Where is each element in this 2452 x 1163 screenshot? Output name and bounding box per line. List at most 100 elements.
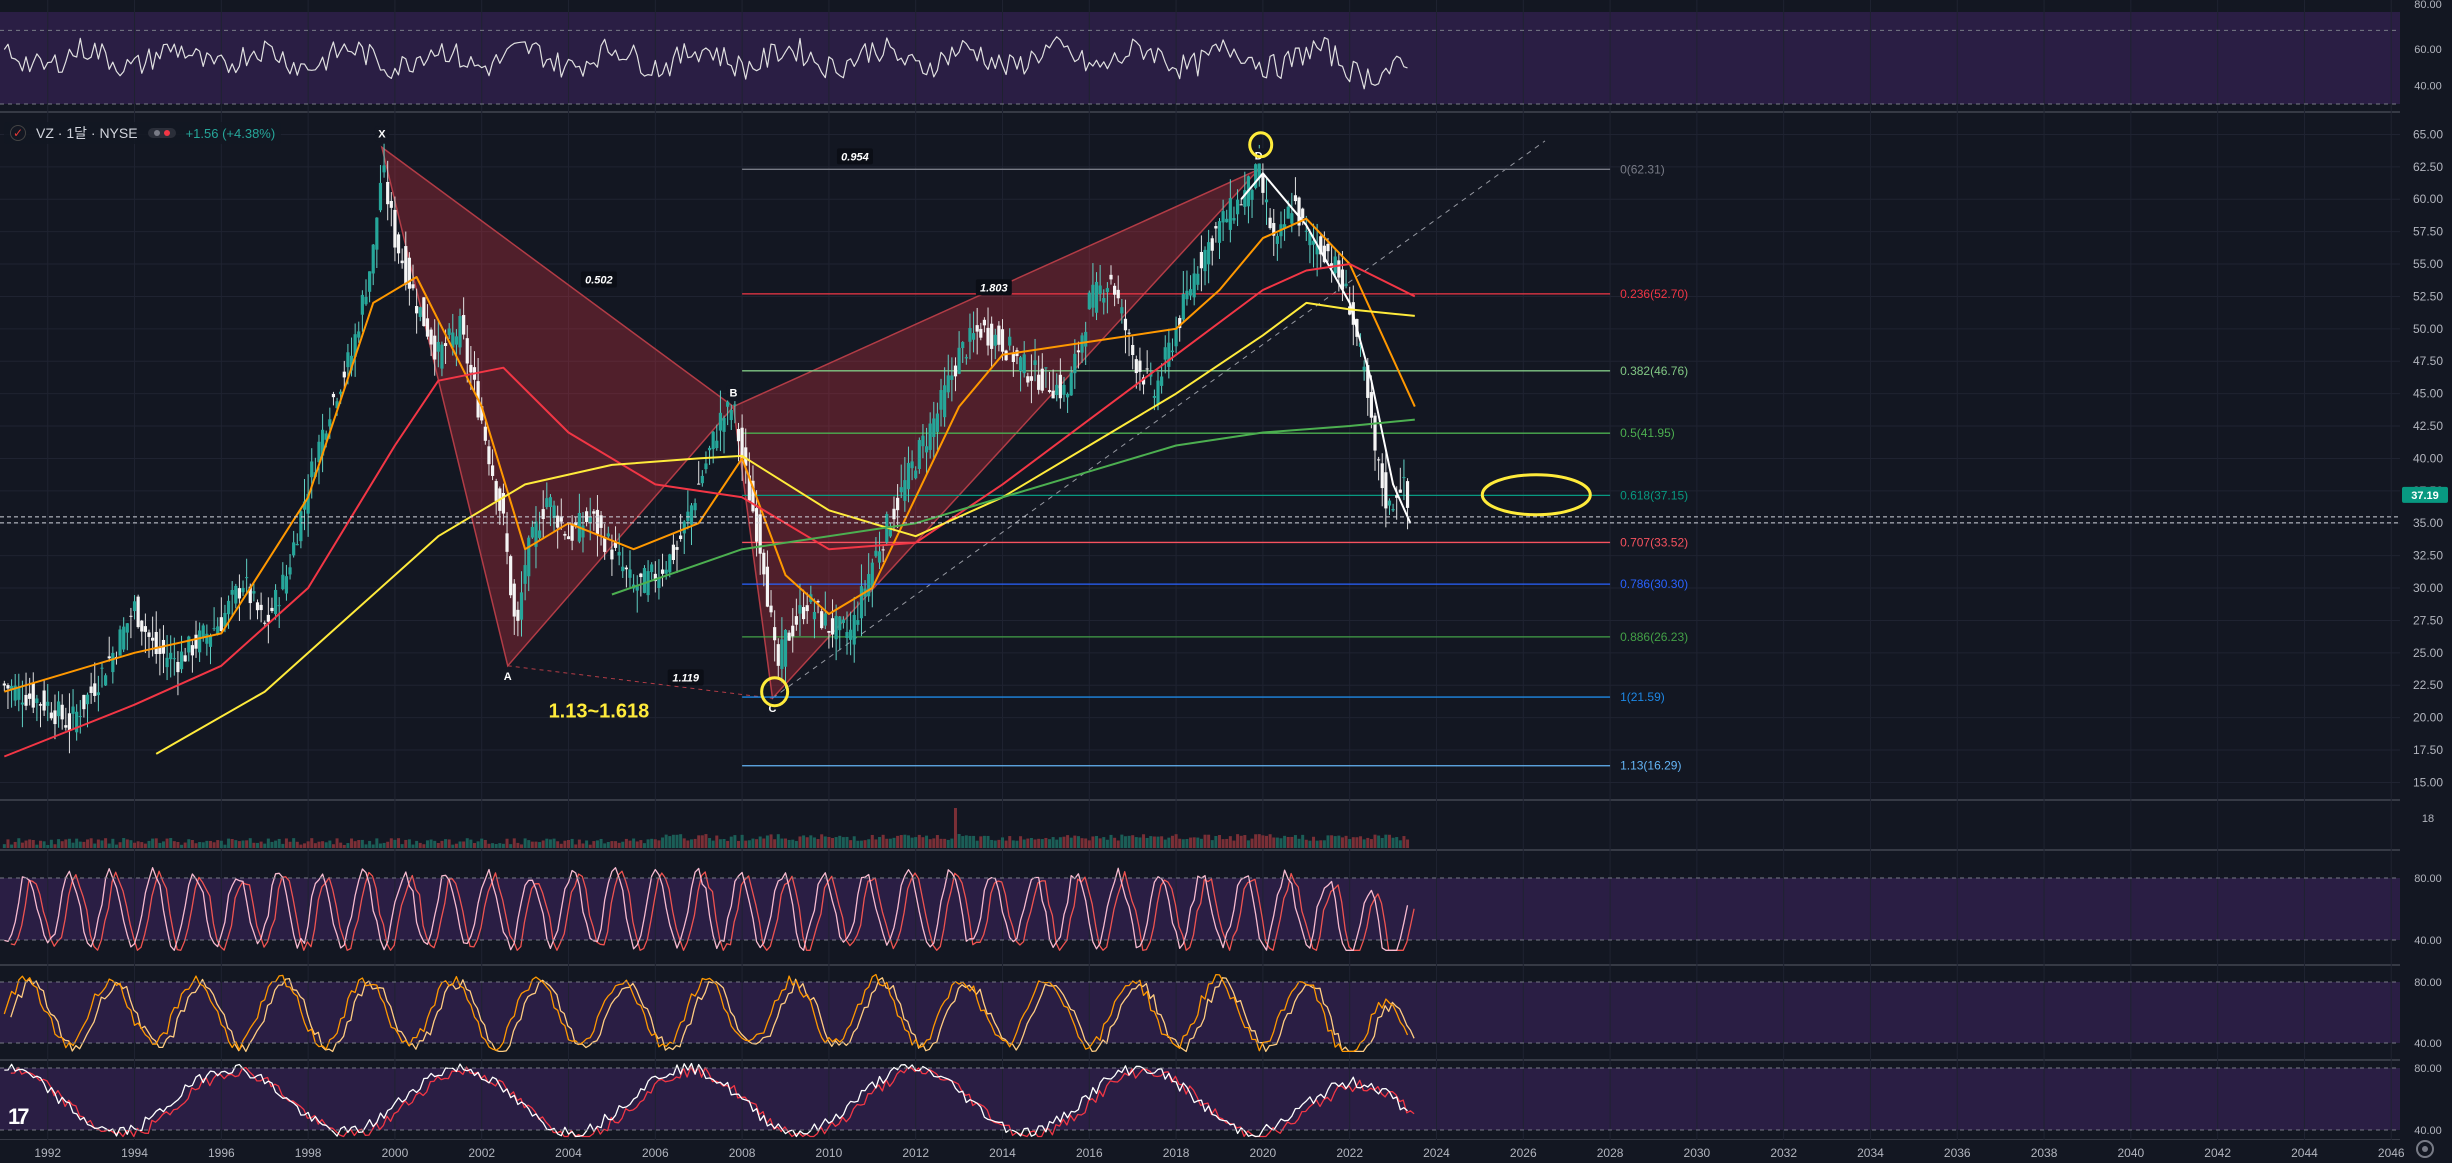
candle-body [953,365,958,377]
candle-body [288,567,292,575]
time-axis-tick: 2022 [1336,1146,1363,1160]
volume-bar [776,834,780,848]
candle-body [1091,284,1095,308]
volume-bar [686,840,690,848]
volume-bar [1290,836,1294,848]
symbol-header[interactable]: ✓ VZ · 1달 · NYSE +1.56 (+4.38%) [4,122,282,144]
candle-body [783,629,788,667]
candle-body [838,616,842,631]
candle-body [722,417,726,432]
candle-body [212,628,216,630]
volume-bar [972,835,976,848]
candle-body [1026,376,1030,383]
volume-bar [1138,837,1142,848]
volume-bar [1095,835,1099,848]
pattern-point-b: B [729,388,737,400]
ratio-label-bg [580,271,617,288]
candle-body [198,630,202,653]
annotation-ratio-text: 1.13~1.618 [549,701,650,723]
volume-bar [357,840,361,848]
candle-body [1286,206,1290,219]
volume-bar [1232,840,1236,848]
volume-bar [1293,835,1297,848]
volume-bar [1301,834,1305,848]
candle-body [870,562,874,588]
volume-bar [1369,839,1373,848]
candle-body [67,713,72,731]
candle-body [1138,360,1142,372]
candle-body [107,656,111,659]
volume-bar [1286,836,1290,848]
time-axis-tick: 2002 [468,1146,495,1160]
candle-body [248,586,252,604]
candle-body [1203,249,1207,272]
menu-icon[interactable] [163,130,170,136]
volume-bar [263,843,267,848]
volume-bar [49,839,53,848]
candle-body [888,529,892,537]
candle-body [125,623,129,633]
candle-body [1293,195,1298,202]
candle-body [1398,489,1402,493]
candle-body [53,710,57,725]
volume-bar [642,843,646,848]
volume-bar [53,844,57,848]
candle-body [997,325,1001,345]
volume-bar [520,844,524,848]
time-axis-tick: 2028 [1597,1146,1624,1160]
candle-body [588,516,592,523]
volume-bar [697,835,701,848]
volume-bar [975,840,979,848]
volume-bar [812,837,816,848]
candle-body [1141,377,1146,385]
pattern-point-x: X [378,128,386,140]
candle-body [1011,352,1015,363]
price-axis-tick: 47.50 [2413,354,2443,368]
price-axis-tick: 35.00 [2413,516,2443,530]
volume-bar [523,838,527,848]
candle-body [1105,288,1109,293]
candle-body [64,725,68,728]
candle-body [1152,395,1156,398]
candle-body [556,515,560,528]
volume-bar [516,842,520,848]
candle-body [896,497,900,511]
volume-bar [136,841,140,848]
candle-body [425,318,430,337]
header-controls[interactable] [147,128,176,138]
candle-body [241,587,245,593]
volume-bar [1377,835,1381,848]
candle-body [769,605,773,613]
volume-bar [675,834,679,848]
eye-icon[interactable] [153,130,160,136]
volume-bar [429,839,433,848]
candle-body [689,505,694,525]
volume-bar [841,837,845,848]
volume-bar [986,835,990,848]
volume-bar [1000,837,1004,848]
volume-bar [498,843,502,848]
candle-body [284,576,289,594]
volume-bar [1066,835,1070,848]
volume-bar [397,838,401,848]
price-axis-tick: 52.50 [2413,289,2443,303]
volume-bar [820,834,824,848]
volume-bar [425,840,429,848]
candle-body [317,441,321,463]
candle-body [151,637,155,641]
candle-body [490,465,495,476]
volume-bar [574,844,578,848]
time-axis-tick: 2014 [989,1146,1016,1160]
volume-bar [1178,838,1182,848]
volume-bar [1344,835,1348,848]
settings-gear-icon[interactable] [2416,1140,2434,1158]
time-axis-tick: 1992 [34,1146,61,1160]
volume-bar [407,839,411,848]
volume-bar [194,843,198,848]
candle-body [642,568,647,593]
candle-body [762,552,766,575]
volume-bar [1337,835,1341,848]
candle-body [1239,204,1243,206]
candle-body [816,601,820,603]
